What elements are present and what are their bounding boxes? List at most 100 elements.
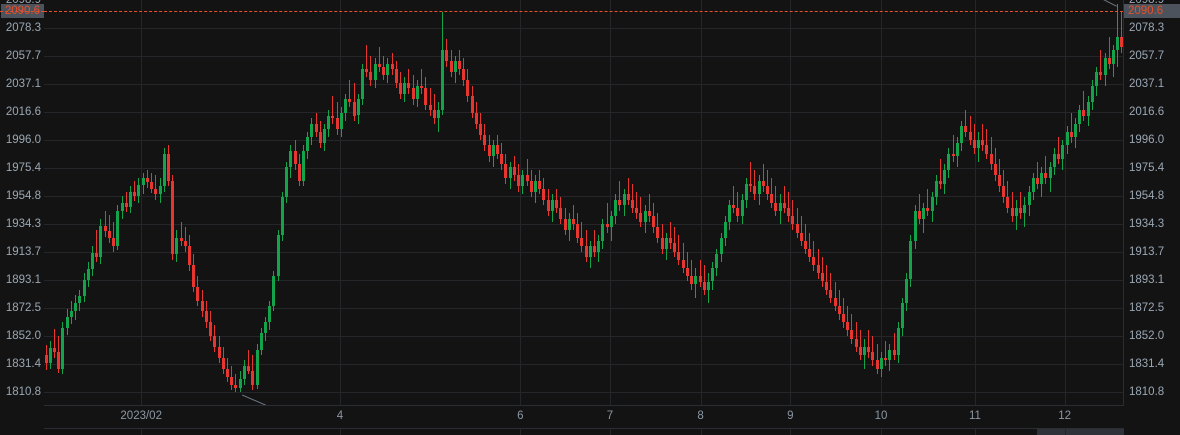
- candle-wick: [180, 221, 182, 247]
- candle-wick: [868, 330, 870, 358]
- candle-body: [107, 231, 111, 238]
- candle: [1116, 0, 1120, 405]
- gridline-h-9: [44, 224, 1123, 225]
- candle: [782, 0, 786, 405]
- candle: [512, 0, 516, 405]
- candle: [213, 0, 217, 405]
- candle-body: [323, 129, 327, 143]
- candle-body: [171, 180, 175, 255]
- candle: [1057, 0, 1061, 405]
- candle-body: [833, 297, 837, 306]
- candle-wick: [383, 55, 385, 81]
- candle: [436, 0, 440, 405]
- candle-wick: [939, 159, 941, 189]
- candle: [976, 0, 980, 405]
- candle-body: [702, 281, 706, 290]
- gridline-v-1: [340, 0, 341, 405]
- volume-panel[interactable]: [44, 428, 1124, 435]
- candle-body: [533, 180, 537, 192]
- candle-wick: [657, 213, 659, 244]
- candle: [955, 0, 959, 405]
- candle-body: [166, 153, 170, 181]
- candle-body: [95, 252, 99, 257]
- current-price-tick-right[interactable]: 2090.6: [1124, 4, 1180, 19]
- candle: [445, 0, 449, 405]
- candle-body: [420, 85, 424, 89]
- price-axis-right[interactable]: 2098.9 2090.6 2078.3 2057.7 2037.1 2016.6 1996…: [1124, 0, 1180, 435]
- candle-wick: [893, 333, 895, 361]
- candle: [841, 0, 845, 405]
- candle-wick: [539, 169, 541, 195]
- price-tick-right-5: 2016.6: [1129, 105, 1165, 118]
- candle: [411, 0, 415, 405]
- candle-body: [668, 237, 672, 244]
- candle-body: [124, 202, 128, 207]
- candle-wick: [834, 281, 836, 312]
- candle: [428, 0, 432, 405]
- price-tick-right-14: 1831.4: [1129, 357, 1165, 370]
- candle-body: [799, 232, 803, 241]
- price-tick-left-13: 1852.0: [5, 329, 41, 342]
- candle-body: [1006, 197, 1010, 209]
- candle-wick: [775, 186, 777, 217]
- candle: [685, 0, 689, 405]
- candle: [234, 0, 238, 405]
- candle: [373, 0, 377, 405]
- candle-body: [339, 112, 343, 130]
- candle-body: [563, 218, 567, 230]
- candle: [664, 0, 668, 405]
- candle: [1107, 0, 1111, 405]
- price-tick-left-3: 2057.7: [5, 50, 41, 63]
- candle-body: [112, 237, 116, 247]
- candle: [740, 0, 744, 405]
- candle-wick: [227, 357, 229, 383]
- candle: [787, 0, 791, 405]
- candle: [221, 0, 225, 405]
- candle: [960, 0, 964, 405]
- candle-body: [550, 199, 554, 211]
- candle-body: [998, 175, 1002, 187]
- high-annotation-leader: [1103, 0, 1117, 7]
- candle: [369, 0, 373, 405]
- candle-wick: [543, 178, 545, 206]
- candle: [344, 0, 348, 405]
- candle-body: [128, 191, 132, 207]
- candle-wick: [771, 178, 773, 209]
- candle-wick: [421, 69, 423, 94]
- candle: [69, 0, 73, 405]
- candle: [226, 0, 230, 405]
- price-tick-right-4: 2037.1: [1129, 78, 1165, 91]
- candle-body: [137, 184, 141, 196]
- candle: [719, 0, 723, 405]
- candle-wick: [1083, 91, 1085, 121]
- candle-wick: [796, 208, 798, 238]
- candle-body: [1014, 208, 1018, 217]
- candle-body: [782, 202, 786, 209]
- candle-body: [251, 371, 255, 385]
- candle-body: [487, 145, 491, 157]
- candle: [166, 0, 170, 405]
- candle-wick: [395, 61, 397, 89]
- candle: [854, 0, 858, 405]
- candle-body: [44, 354, 48, 364]
- price-axis-left[interactable]: 2098.9 2090.6 2078.3 2057.7 2037.1 2016.6 1996…: [0, 0, 44, 435]
- plot-area[interactable]: 2095.7 1810.8: [44, 0, 1124, 406]
- candle-body: [116, 210, 120, 247]
- candle: [415, 0, 419, 405]
- candle-body: [103, 225, 107, 232]
- candle-body: [631, 199, 635, 209]
- candle-body: [382, 66, 386, 75]
- price-tick-right-12: 1872.5: [1129, 302, 1165, 315]
- candle-body: [1023, 205, 1027, 214]
- candle: [86, 0, 90, 405]
- candle: [799, 0, 803, 405]
- candle: [1086, 0, 1090, 405]
- candle: [137, 0, 141, 405]
- candle: [631, 0, 635, 405]
- candle: [808, 0, 812, 405]
- candle-body: [470, 96, 474, 113]
- candle-body: [922, 208, 926, 219]
- candle-wick: [885, 341, 887, 366]
- time-axis[interactable]: 2023/02 4 6 7 8 9 10 11 12: [44, 406, 1124, 428]
